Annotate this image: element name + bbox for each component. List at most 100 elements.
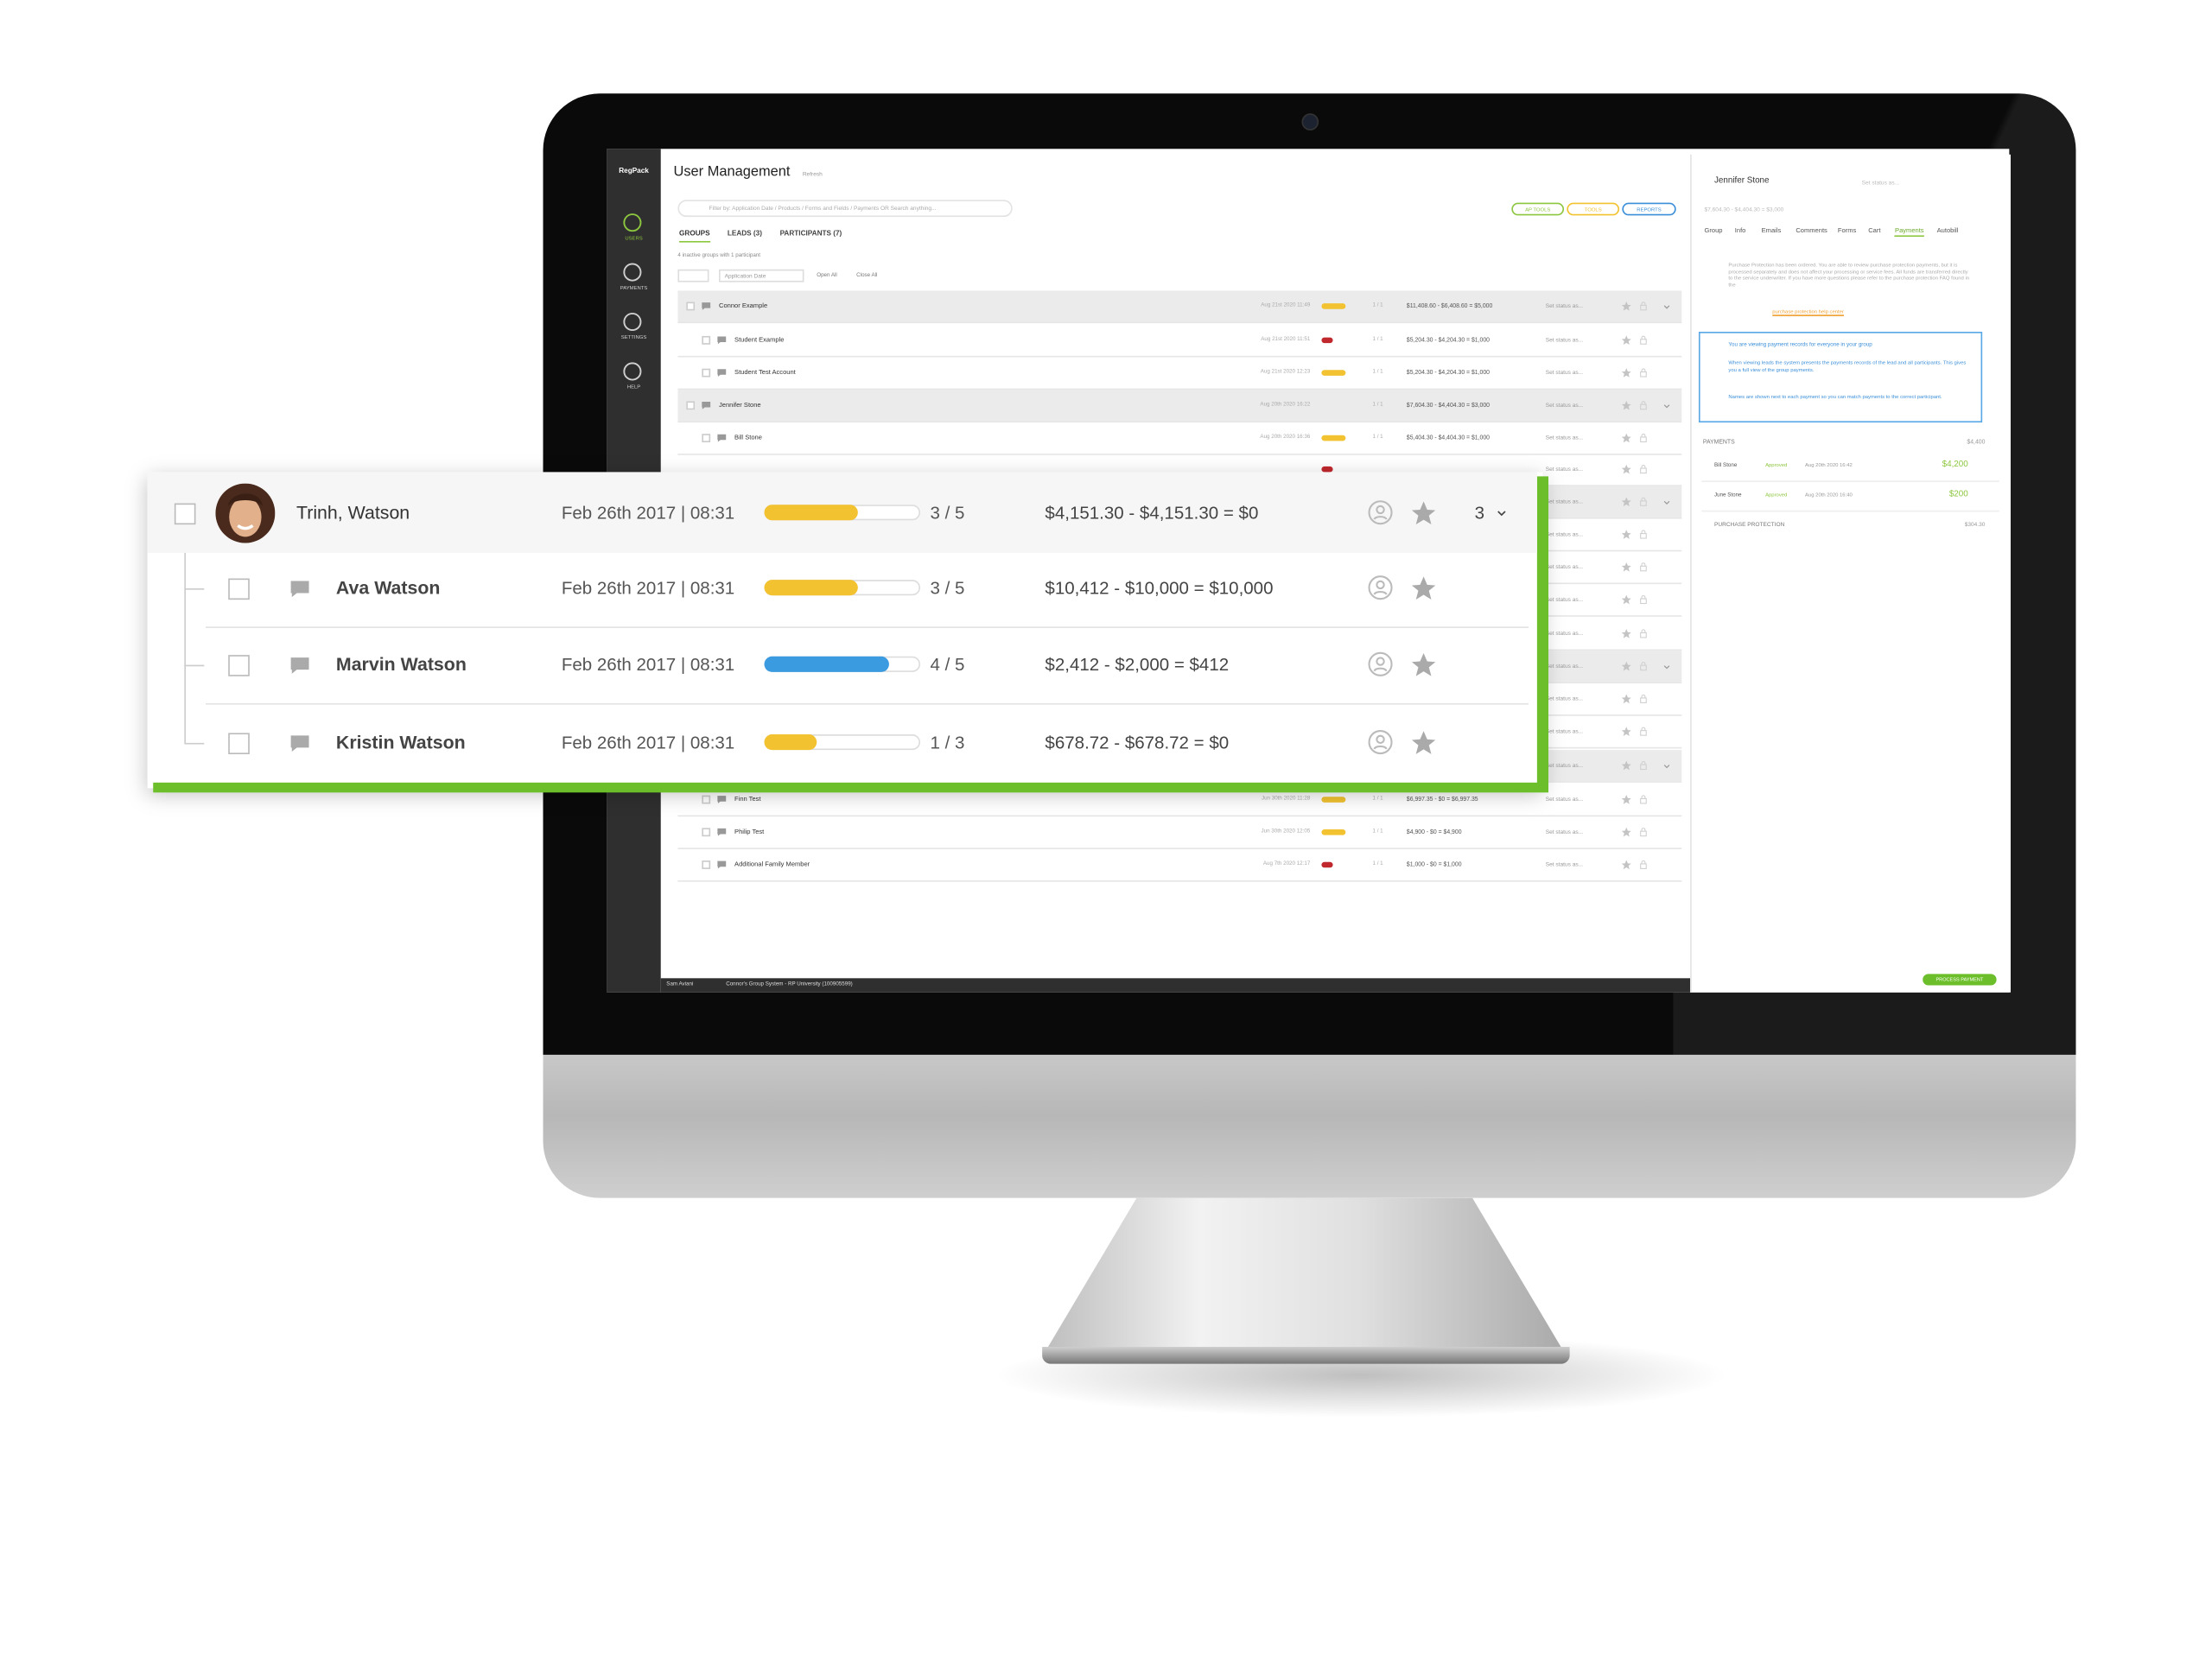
row-status[interactable]: Set status as... — [1545, 530, 1584, 537]
message-icon[interactable] — [288, 654, 312, 678]
row-name[interactable]: Connor Example — [719, 302, 768, 309]
row-status[interactable]: Set status as... — [1545, 401, 1584, 409]
refresh-link[interactable]: Refresh — [802, 169, 823, 178]
lock-icon[interactable] — [1637, 464, 1649, 475]
star-icon[interactable] — [1621, 794, 1632, 805]
row-status[interactable]: Set status as... — [1545, 695, 1584, 702]
row-status[interactable]: Set status as... — [1545, 302, 1584, 309]
lock-icon[interactable] — [1637, 594, 1649, 606]
star-icon[interactable] — [1621, 726, 1632, 737]
star-icon[interactable] — [1621, 301, 1632, 312]
participant-name[interactable]: Kristin Watson — [335, 731, 466, 753]
chevron-icon[interactable] — [1662, 498, 1671, 507]
lock-icon[interactable] — [1637, 333, 1649, 345]
row-name[interactable]: Additional Family Member — [734, 860, 810, 868]
star-icon[interactable] — [1621, 661, 1632, 672]
lock-icon[interactable] — [1637, 529, 1649, 540]
star-icon[interactable] — [1621, 529, 1632, 540]
message-icon[interactable] — [701, 400, 712, 411]
lock-icon[interactable] — [1637, 628, 1649, 639]
message-icon[interactable] — [716, 333, 728, 345]
row-name[interactable]: Finn Test — [734, 795, 761, 803]
lock-icon[interactable] — [1637, 301, 1649, 312]
message-icon[interactable] — [288, 577, 312, 601]
assign-icon[interactable] — [1367, 651, 1394, 677]
checkbox[interactable] — [686, 302, 696, 311]
checkbox[interactable] — [702, 335, 711, 344]
nav-icon[interactable] — [622, 263, 642, 283]
tab[interactable]: GROUPS — [679, 230, 710, 243]
panel-tab[interactable]: Emails — [1761, 226, 1782, 234]
message-icon[interactable] — [716, 433, 728, 444]
star-icon[interactable] — [1621, 562, 1632, 573]
chevron-icon[interactable] — [1662, 302, 1671, 312]
sort-dropdown[interactable]: Application Date — [719, 269, 804, 283]
star-icon[interactable] — [1621, 827, 1632, 838]
star-icon[interactable] — [1621, 367, 1632, 378]
process-payment-button[interactable]: PROCESS PAYMENT — [1923, 974, 1997, 986]
message-icon[interactable] — [288, 732, 312, 756]
row-status[interactable]: Set status as... — [1545, 629, 1584, 637]
row-name[interactable]: Student Example — [734, 335, 785, 343]
star-icon[interactable] — [1621, 433, 1632, 444]
open-all[interactable]: Open All — [817, 272, 837, 278]
footer-user[interactable]: Sam Aviani — [666, 981, 694, 987]
star-icon[interactable] — [1621, 496, 1632, 507]
participant-name[interactable]: Ava Watson — [335, 576, 441, 599]
participant-name[interactable]: Marvin Watson — [335, 653, 467, 676]
nav-label[interactable]: PAYMENTS — [620, 284, 648, 291]
row-status[interactable]: Set status as... — [1545, 595, 1584, 603]
row-name[interactable]: Philip Test — [734, 828, 765, 835]
lock-icon[interactable] — [1637, 760, 1649, 771]
row-status[interactable]: Set status as... — [1545, 795, 1584, 803]
assign-icon[interactable] — [1367, 728, 1394, 755]
nav-icon[interactable] — [622, 213, 642, 232]
checkbox[interactable] — [702, 860, 711, 869]
panel-tab[interactable]: Forms — [1837, 226, 1857, 234]
nav-icon[interactable] — [622, 361, 642, 381]
row-status[interactable]: Set status as... — [1545, 465, 1584, 473]
star-icon[interactable] — [1409, 575, 1438, 603]
select-dropdown[interactable] — [677, 269, 709, 283]
lock-icon[interactable] — [1637, 794, 1649, 805]
message-icon[interactable] — [716, 794, 728, 805]
panel-tab[interactable]: Autobill — [1936, 226, 1959, 234]
lock-icon[interactable] — [1637, 827, 1649, 838]
lock-icon[interactable] — [1637, 562, 1649, 573]
checkbox[interactable] — [174, 503, 196, 525]
star-icon[interactable] — [1621, 628, 1632, 639]
panel-tab[interactable]: Info — [1734, 226, 1746, 234]
lock-icon[interactable] — [1637, 661, 1649, 672]
chevron-icon[interactable] — [1495, 506, 1509, 520]
tab[interactable]: LEADS (3) — [727, 229, 762, 238]
star-icon[interactable] — [1409, 728, 1438, 757]
star-icon[interactable] — [1621, 859, 1632, 870]
checkbox[interactable] — [228, 655, 250, 676]
lock-icon[interactable] — [1637, 400, 1649, 411]
row-status[interactable]: Set status as... — [1545, 498, 1584, 505]
chevron-icon[interactable] — [1662, 662, 1671, 671]
message-icon[interactable] — [716, 859, 728, 870]
search-box[interactable] — [677, 200, 1013, 218]
footer-system[interactable]: Connor's Group System - RP University (1… — [726, 981, 853, 987]
panel-tab[interactable]: Cart — [1868, 226, 1881, 234]
row-name[interactable]: Bill Stone — [734, 434, 762, 441]
star-icon[interactable] — [1621, 760, 1632, 771]
lock-icon[interactable] — [1637, 726, 1649, 737]
assign-icon[interactable] — [1367, 499, 1394, 526]
panel-tab[interactable]: Comments — [1796, 226, 1827, 234]
star-icon[interactable] — [1409, 651, 1438, 679]
star-icon[interactable] — [1621, 594, 1632, 606]
checkbox[interactable] — [228, 578, 250, 600]
checkbox[interactable] — [702, 828, 711, 837]
lock-icon[interactable] — [1637, 859, 1649, 870]
panel-status[interactable]: Set status as... — [1861, 178, 1900, 186]
row-status[interactable]: Set status as... — [1545, 860, 1584, 868]
checkbox[interactable] — [686, 401, 696, 410]
lock-icon[interactable] — [1637, 496, 1649, 507]
lead-name[interactable]: Trinh, Watson — [296, 501, 410, 524]
star-icon[interactable] — [1621, 400, 1632, 411]
row-status[interactable]: Set status as... — [1545, 761, 1584, 769]
message-icon[interactable] — [701, 301, 712, 312]
checkbox[interactable] — [702, 368, 711, 378]
